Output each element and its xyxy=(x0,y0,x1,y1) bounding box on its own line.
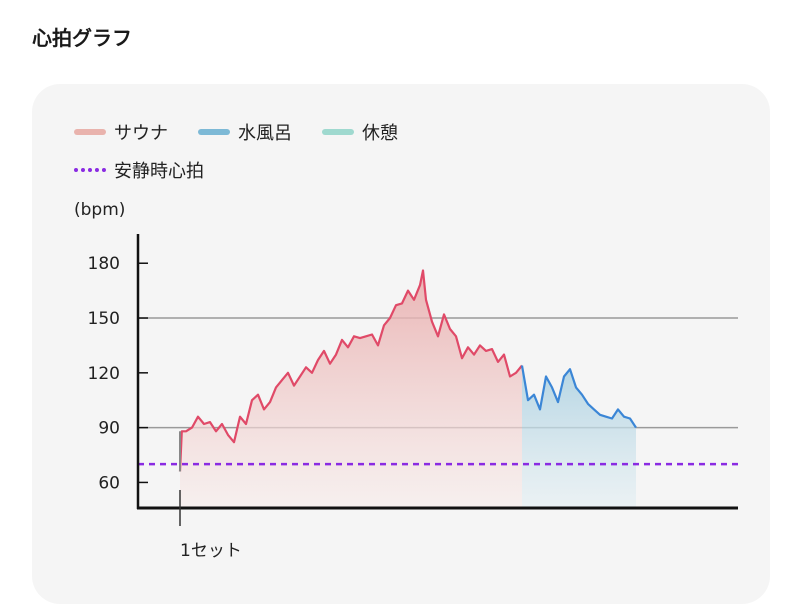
set-marker-label: 1セット xyxy=(180,541,242,561)
legend-label-rest: 休憩 xyxy=(362,123,398,144)
area-sauna xyxy=(180,270,522,508)
legend-swatch-sauna xyxy=(74,129,106,135)
y-tick-label-60: 60 xyxy=(98,473,120,493)
area-layer xyxy=(180,270,636,508)
y-axis-unit-label: (bpm) xyxy=(74,200,125,220)
y-tick-label-120: 120 xyxy=(88,364,120,384)
legend-swatch-rest xyxy=(322,129,354,135)
legend-item-rest: 休憩 xyxy=(322,119,398,145)
series-line-cold-bath xyxy=(520,365,637,429)
line-layer xyxy=(138,269,738,472)
page-title: 心拍グラフ xyxy=(32,26,132,50)
legend-label-resting-hr: 安静時心拍 xyxy=(114,161,204,182)
legend-item-cold-bath: 水風呂 xyxy=(198,119,292,145)
legend-item-sauna: サウナ xyxy=(74,119,168,145)
legend-label-cold-bath: 水風呂 xyxy=(238,123,292,144)
legend-label-sauna: サウナ xyxy=(114,123,168,144)
y-tick-label-180: 180 xyxy=(88,254,120,274)
legend-swatch-resting-hr xyxy=(74,168,106,172)
heart-rate-chart: (bpm) 60 90 120 150 180 1セット xyxy=(74,200,738,561)
heart-rate-chart-card: サウナ 水風呂 休憩 安静時心拍 xyxy=(32,84,770,604)
series-line-sauna xyxy=(178,269,523,472)
y-tick-label-90: 90 xyxy=(98,419,120,439)
y-tick-label-150: 150 xyxy=(88,309,120,329)
legend-swatch-cold-bath xyxy=(198,129,230,135)
area-cold-bath xyxy=(522,365,636,508)
axis-layer: 60 90 120 150 180 1セット xyxy=(88,234,738,561)
legend-item-resting-hr: 安静時心拍 xyxy=(74,157,204,183)
chart-legend: サウナ 水風呂 休憩 安静時心拍 xyxy=(74,118,428,194)
